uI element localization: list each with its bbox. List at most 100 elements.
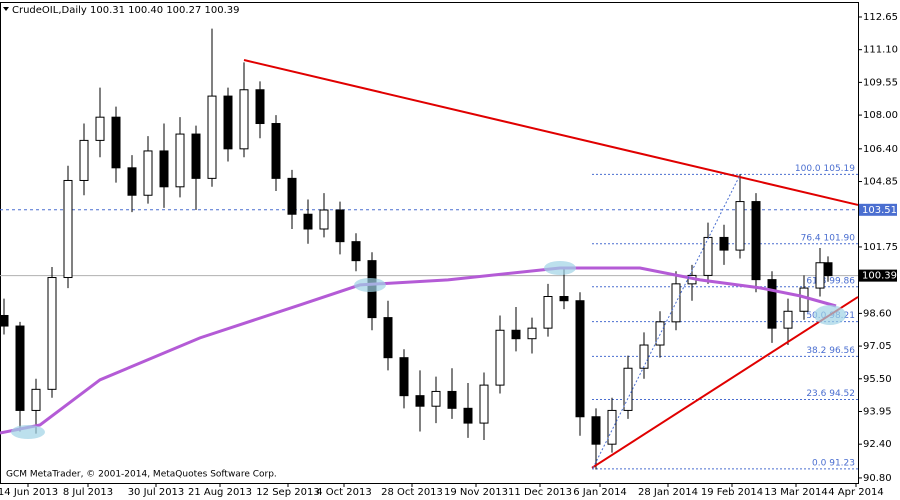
candle-body	[79, 139, 89, 181]
y-tick-label: 106.40	[863, 144, 898, 155]
x-tick-label: 12 Sep 2013	[256, 487, 319, 498]
candle-body	[271, 123, 281, 179]
candle-body	[575, 300, 585, 418]
candle-body	[527, 327, 537, 340]
candle-body	[223, 95, 233, 150]
candle-body	[479, 384, 489, 424]
candle-body	[511, 329, 521, 340]
x-tick-label: 30 Jul 2013	[128, 487, 185, 498]
candle-body	[383, 317, 393, 359]
candle-body	[111, 116, 121, 169]
candle-body	[815, 262, 825, 289]
header-arrow	[3, 7, 9, 11]
candle-body	[239, 89, 249, 150]
candle-body	[431, 390, 441, 407]
y-tick-label: 101.75	[863, 242, 898, 253]
fib-label: 23.6 94.52	[806, 389, 855, 399]
highlight	[544, 261, 576, 275]
candle-body	[287, 177, 297, 215]
trendline	[243, 59, 859, 206]
candle-body	[463, 407, 473, 424]
y-tick-label: 109.55	[863, 77, 898, 88]
y-tick-label: 92.40	[863, 439, 892, 450]
plot-frame	[0, 2, 859, 484]
last-price-box	[859, 269, 897, 282]
candle-body	[63, 179, 73, 279]
candle-body	[799, 287, 809, 312]
fib-label: 38.2 96.56	[806, 346, 855, 356]
fib-label: 76.4 101.90	[801, 233, 856, 243]
y-tick-label: 98.60	[863, 308, 892, 319]
candle-body	[207, 95, 217, 179]
level-label-box	[859, 203, 897, 216]
candle-body	[255, 89, 265, 125]
highlight	[11, 425, 45, 439]
x-tick-label: 21 Aug 2013	[188, 487, 252, 498]
last-price-label: 100.39	[862, 271, 897, 282]
candle-body	[127, 167, 137, 196]
candle-body	[0, 314, 9, 327]
candle-body	[559, 296, 569, 302]
y-tick-label: 95.50	[863, 374, 892, 385]
candle-body	[351, 241, 361, 262]
x-tick-label: 6 Jan 2014	[573, 487, 627, 498]
candle-body	[719, 236, 729, 251]
candle-body	[543, 296, 553, 329]
candle-body	[335, 209, 345, 243]
candle-body	[607, 409, 617, 445]
y-tick-label: 111.10	[863, 45, 898, 56]
candle-body	[31, 388, 41, 411]
candle-body	[399, 357, 409, 397]
fib-label: 100.0 105.19	[795, 164, 855, 174]
x-tick-label: 19 Nov 2013	[444, 487, 508, 498]
y-tick-label: 104.85	[863, 177, 898, 188]
candle-body	[143, 150, 153, 196]
candle-body	[159, 150, 169, 188]
x-tick-label: 11 Dec 2013	[508, 487, 572, 498]
chart-header: CrudeOIL,Daily 100.31 100.40 100.27 100.…	[12, 5, 239, 16]
level-label: 103.51	[862, 205, 897, 216]
y-tick-label: 108.00	[863, 110, 898, 121]
moving-average	[0, 266, 837, 435]
candle-body	[767, 279, 777, 329]
highlight	[814, 305, 846, 325]
candle-body	[191, 133, 201, 179]
fib-label: 0.0 91.23	[812, 458, 855, 468]
y-tick-label: 97.05	[863, 341, 892, 352]
y-tick-label: 93.95	[863, 406, 892, 417]
x-tick-label: 28 Jan 2014	[638, 487, 698, 498]
highlight	[354, 278, 386, 292]
x-tick-label: 13 Mar 2014	[764, 487, 827, 498]
candle-body	[415, 395, 425, 407]
candle-body	[175, 133, 185, 188]
x-tick-label: 8 Jul 2013	[63, 487, 113, 498]
y-tick-label: 90.80	[863, 473, 892, 484]
y-tick-label: 112.65	[863, 12, 898, 23]
x-tick-label: 14 Jun 2013	[0, 487, 58, 498]
candle-body	[95, 116, 105, 141]
candle-body	[495, 329, 505, 386]
x-tick-label: 19 Feb 2014	[701, 487, 763, 498]
candle-body	[303, 213, 313, 230]
candle-body	[447, 390, 457, 409]
candle-body	[655, 321, 665, 346]
x-tick-label: 4 Oct 2013	[316, 487, 371, 498]
candle-body	[623, 367, 633, 411]
x-tick-label: 4 Apr 2014	[828, 487, 883, 498]
chart-footer: GCM MetaTrader, © 2001-2014, MetaQuotes …	[6, 470, 277, 480]
x-tick-label: 28 Oct 2013	[381, 487, 443, 498]
candle-body	[15, 325, 25, 411]
fib-label: 61.8 99.86	[806, 276, 855, 286]
candle-body	[823, 262, 833, 277]
candle-body	[591, 416, 601, 445]
trendline	[591, 296, 859, 469]
fib-diagonal	[592, 174, 741, 469]
candle-body	[783, 310, 793, 329]
candle-body	[47, 277, 57, 390]
candle-body	[319, 209, 329, 230]
candle-body	[751, 201, 761, 281]
candle-body	[639, 344, 649, 369]
candle-body	[703, 236, 713, 276]
